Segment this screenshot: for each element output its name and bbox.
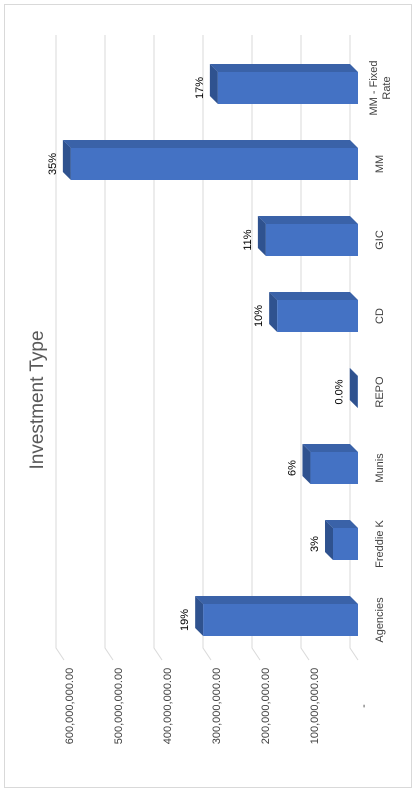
x-tick-label: 600,000,000.00 xyxy=(64,668,76,744)
grid-line xyxy=(153,35,163,661)
bar-top xyxy=(209,64,358,72)
y-tick-label: GIC xyxy=(374,230,386,250)
grid-line xyxy=(202,35,212,661)
bar xyxy=(203,604,358,636)
data-label: 0.0% xyxy=(334,379,346,404)
bar-top xyxy=(195,596,358,604)
bar-side xyxy=(209,64,218,104)
bar-top xyxy=(325,520,358,528)
bar-side xyxy=(302,444,311,484)
y-tick-label: Munis xyxy=(374,453,386,483)
bar xyxy=(277,300,358,332)
x-tick-label: 500,000,000.00 xyxy=(113,668,125,744)
data-label: 19% xyxy=(179,609,191,631)
data-label: 10% xyxy=(253,305,265,327)
bar-top xyxy=(349,368,358,376)
x-tick-label: 300,000,000.00 xyxy=(211,668,223,744)
y-tick-label: REPO xyxy=(374,376,386,408)
data-label: 35% xyxy=(47,153,59,175)
chart-title: Investment Type xyxy=(27,330,48,469)
x-tick-label: 400,000,000.00 xyxy=(162,668,174,744)
y-tick-label: MM - FixedRate xyxy=(368,61,393,116)
bar xyxy=(265,224,358,256)
data-label: 17% xyxy=(194,77,206,99)
y-tick-label: Agencies xyxy=(374,597,386,643)
x-tick-label: - xyxy=(358,704,370,708)
grid-line xyxy=(104,35,114,661)
bar xyxy=(217,72,358,104)
y-tick-label: MM xyxy=(374,155,386,173)
bar xyxy=(310,452,358,484)
chart-border xyxy=(4,4,412,788)
bar-side xyxy=(269,292,278,332)
bar xyxy=(333,528,358,560)
grid-line xyxy=(251,35,261,661)
bar-top xyxy=(257,216,358,224)
bar-side xyxy=(195,596,204,636)
bar-top xyxy=(62,140,359,148)
bar-side xyxy=(62,140,71,180)
bar-side xyxy=(325,520,334,560)
bar xyxy=(70,148,359,180)
bar-top xyxy=(302,444,358,452)
bar-top xyxy=(269,292,358,300)
data-label: 6% xyxy=(286,460,298,476)
bar-side xyxy=(257,216,266,256)
y-tick-label: Freddie K xyxy=(374,519,386,567)
data-label: 3% xyxy=(309,536,321,552)
label-line: MM - Fixed xyxy=(368,61,380,116)
x-tick-label: 200,000,000.00 xyxy=(260,668,272,744)
bar-side xyxy=(349,368,358,408)
y-tick-label: CD xyxy=(374,308,386,324)
data-label: 11% xyxy=(242,229,254,250)
label-line: Rate xyxy=(381,76,393,99)
x-tick-label: 100,000,000.00 xyxy=(309,668,321,744)
grid-line xyxy=(55,35,65,661)
